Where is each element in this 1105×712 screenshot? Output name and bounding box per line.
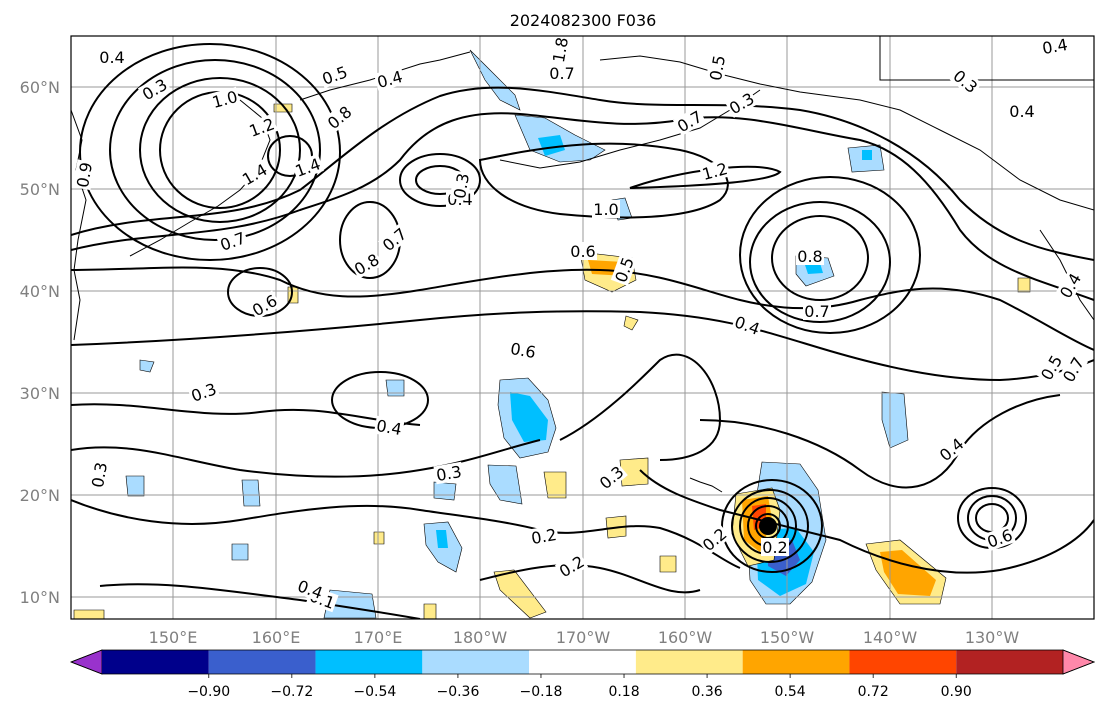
contour-label-text: 0.7	[804, 302, 829, 321]
colorbar-tick-label: −0.90	[187, 684, 230, 700]
longitude-label: 170°W	[556, 628, 611, 647]
longitude-label: 170°E	[354, 628, 403, 647]
colorbar-segment	[742, 650, 850, 674]
contour-label-text: 0.7	[549, 64, 574, 83]
colorbar-segment	[102, 650, 209, 674]
contour-label-text: 0.2	[530, 525, 558, 548]
colorbar-tick-label: −0.72	[270, 684, 313, 700]
latitude-label: 40°N	[20, 282, 60, 301]
contour-label: 1.2	[698, 158, 731, 184]
latitude-label: 20°N	[20, 486, 60, 505]
contour-label-text: 0.3	[435, 462, 463, 485]
colorbar-tick-label: −0.18	[520, 684, 563, 700]
contour-label-text: 0.4	[375, 416, 403, 439]
colorbar-segment	[422, 650, 530, 674]
colorbar-segment	[956, 650, 1063, 674]
contour-label: 0.2	[761, 538, 789, 557]
longitude-labels: 150°E 160°E 170°E 180°W 170°W 160°W 150°W 140°W…	[149, 628, 1020, 647]
contour-label: 1.4	[291, 153, 324, 181]
longitude-label: 180°W	[453, 628, 508, 647]
latitude-label: 10°N	[20, 588, 60, 607]
contour-label: 0.6	[569, 242, 597, 261]
map-panel: 0.40.3 1.00.5 0.41.2 0.81.4 1.40.90.70.80.70…	[71, 35, 1094, 619]
colorbar-tick-label: 0.90	[941, 684, 972, 700]
colorbar-low-extend	[69, 649, 103, 675]
contour-label: 0.8	[796, 247, 824, 266]
contour-label: 0.4	[373, 415, 405, 439]
longitude-label: 160°E	[252, 628, 301, 647]
contour-label-text: 0.4	[1009, 102, 1034, 121]
contour-label-text: 0.2	[762, 538, 787, 557]
colorbar-segment	[635, 650, 743, 674]
contour-label: 0.5	[705, 52, 729, 84]
colorbar-segment	[315, 650, 423, 674]
colorbar-tick-label: 0.18	[608, 684, 639, 700]
contour-label: 0.4	[1008, 102, 1036, 121]
colorbar-segment	[208, 650, 316, 674]
colorbar: −0.90 −0.72 −0.54 −0.36 −0.18 0.18 0.36 0.54 0.7…	[69, 649, 1096, 700]
contour-label-text: 0.4	[99, 48, 124, 67]
contour-label-text: 0.8	[797, 247, 822, 266]
contour-label: 0.2	[528, 524, 560, 548]
contour-label: 1.0	[592, 200, 620, 219]
colorbar-segment	[849, 650, 957, 674]
contour-label-text: 0.4	[1041, 35, 1069, 58]
figure-title: 2024082300 F036	[510, 11, 657, 30]
colorbar-outline	[70, 649, 1096, 675]
contour-label-text: 1.8	[549, 36, 572, 64]
contour-label: 0.9	[72, 159, 96, 191]
contour-label: 0.3	[433, 461, 465, 485]
contour-label-text: 1.0	[593, 200, 618, 219]
contour-label-text: 0.6	[570, 242, 595, 261]
latitude-label: 30°N	[20, 384, 60, 403]
colorbar-tick-label: 0.36	[691, 684, 722, 700]
longitude-label: 150°W	[760, 628, 815, 647]
contour-label: 0.4	[1039, 35, 1071, 58]
colorbar-tick-label: −0.54	[353, 684, 396, 700]
contour-label: 0.6	[507, 338, 539, 362]
anomaly-shading	[73, 49, 1031, 619]
latitude-label: 50°N	[20, 180, 60, 199]
latitude-labels: 60°N 50°N 40°N 30°N 20°N 10°N	[20, 78, 60, 607]
contour-label: 0.3	[449, 170, 473, 202]
longitude-label: 130°W	[965, 628, 1020, 647]
contour-label: 0.4	[98, 48, 126, 67]
contour-label-text: 0.5	[706, 54, 729, 82]
colorbar-tick-label: 0.72	[858, 684, 889, 700]
storm-center-marker	[759, 517, 777, 535]
contour-label-text: 0.6	[509, 339, 537, 362]
colorbar-tick-label: −0.36	[436, 684, 479, 700]
contour-label-text: 0.9	[73, 161, 96, 189]
contour-label: 0.7	[803, 302, 831, 321]
contour-label: 0.3	[87, 459, 111, 491]
longitude-label: 140°W	[863, 628, 918, 647]
contour-label: 0.7	[548, 64, 576, 83]
contour-label-text: 0.3	[88, 461, 111, 489]
longitude-label: 150°E	[149, 628, 198, 647]
contour-label-text: 0.3	[450, 172, 473, 200]
latitude-label: 60°N	[20, 78, 60, 97]
colorbar-segment	[529, 650, 636, 674]
map-frame	[70, 35, 1095, 620]
contour-label: 1.8	[548, 36, 572, 66]
longitude-label: 160°W	[658, 628, 713, 647]
colorbar-tick-label: 0.54	[775, 684, 806, 700]
colorbar-high-extend	[1062, 649, 1096, 675]
